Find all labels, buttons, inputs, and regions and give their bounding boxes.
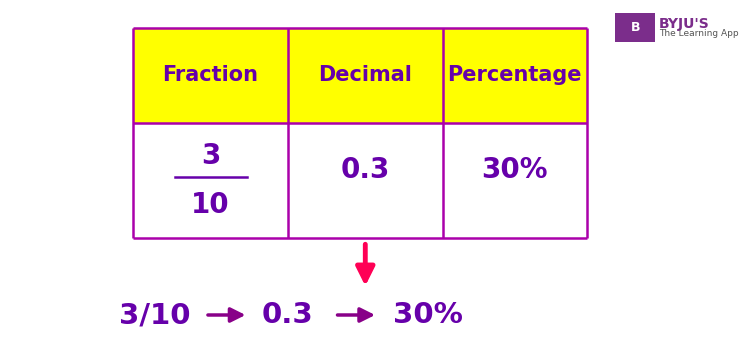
Text: 0.3: 0.3 xyxy=(262,301,314,329)
Text: B: B xyxy=(631,21,640,34)
Text: Percentage: Percentage xyxy=(448,65,582,85)
Text: 10: 10 xyxy=(191,191,230,219)
Bar xyxy=(288,122,442,238)
Bar xyxy=(442,122,586,238)
Text: 3: 3 xyxy=(201,142,220,170)
Text: Fraction: Fraction xyxy=(163,65,259,85)
Bar xyxy=(442,28,586,122)
Text: 3/10: 3/10 xyxy=(119,301,190,329)
Text: The Learning App: The Learning App xyxy=(658,29,738,38)
Bar xyxy=(134,122,288,238)
Bar xyxy=(616,13,655,42)
Text: 30%: 30% xyxy=(482,156,548,184)
Text: Decimal: Decimal xyxy=(318,65,413,85)
Bar xyxy=(134,28,288,122)
Text: BYJU'S: BYJU'S xyxy=(658,17,710,31)
Text: 30%: 30% xyxy=(393,301,464,329)
Bar xyxy=(288,28,442,122)
Text: 0.3: 0.3 xyxy=(340,156,390,184)
